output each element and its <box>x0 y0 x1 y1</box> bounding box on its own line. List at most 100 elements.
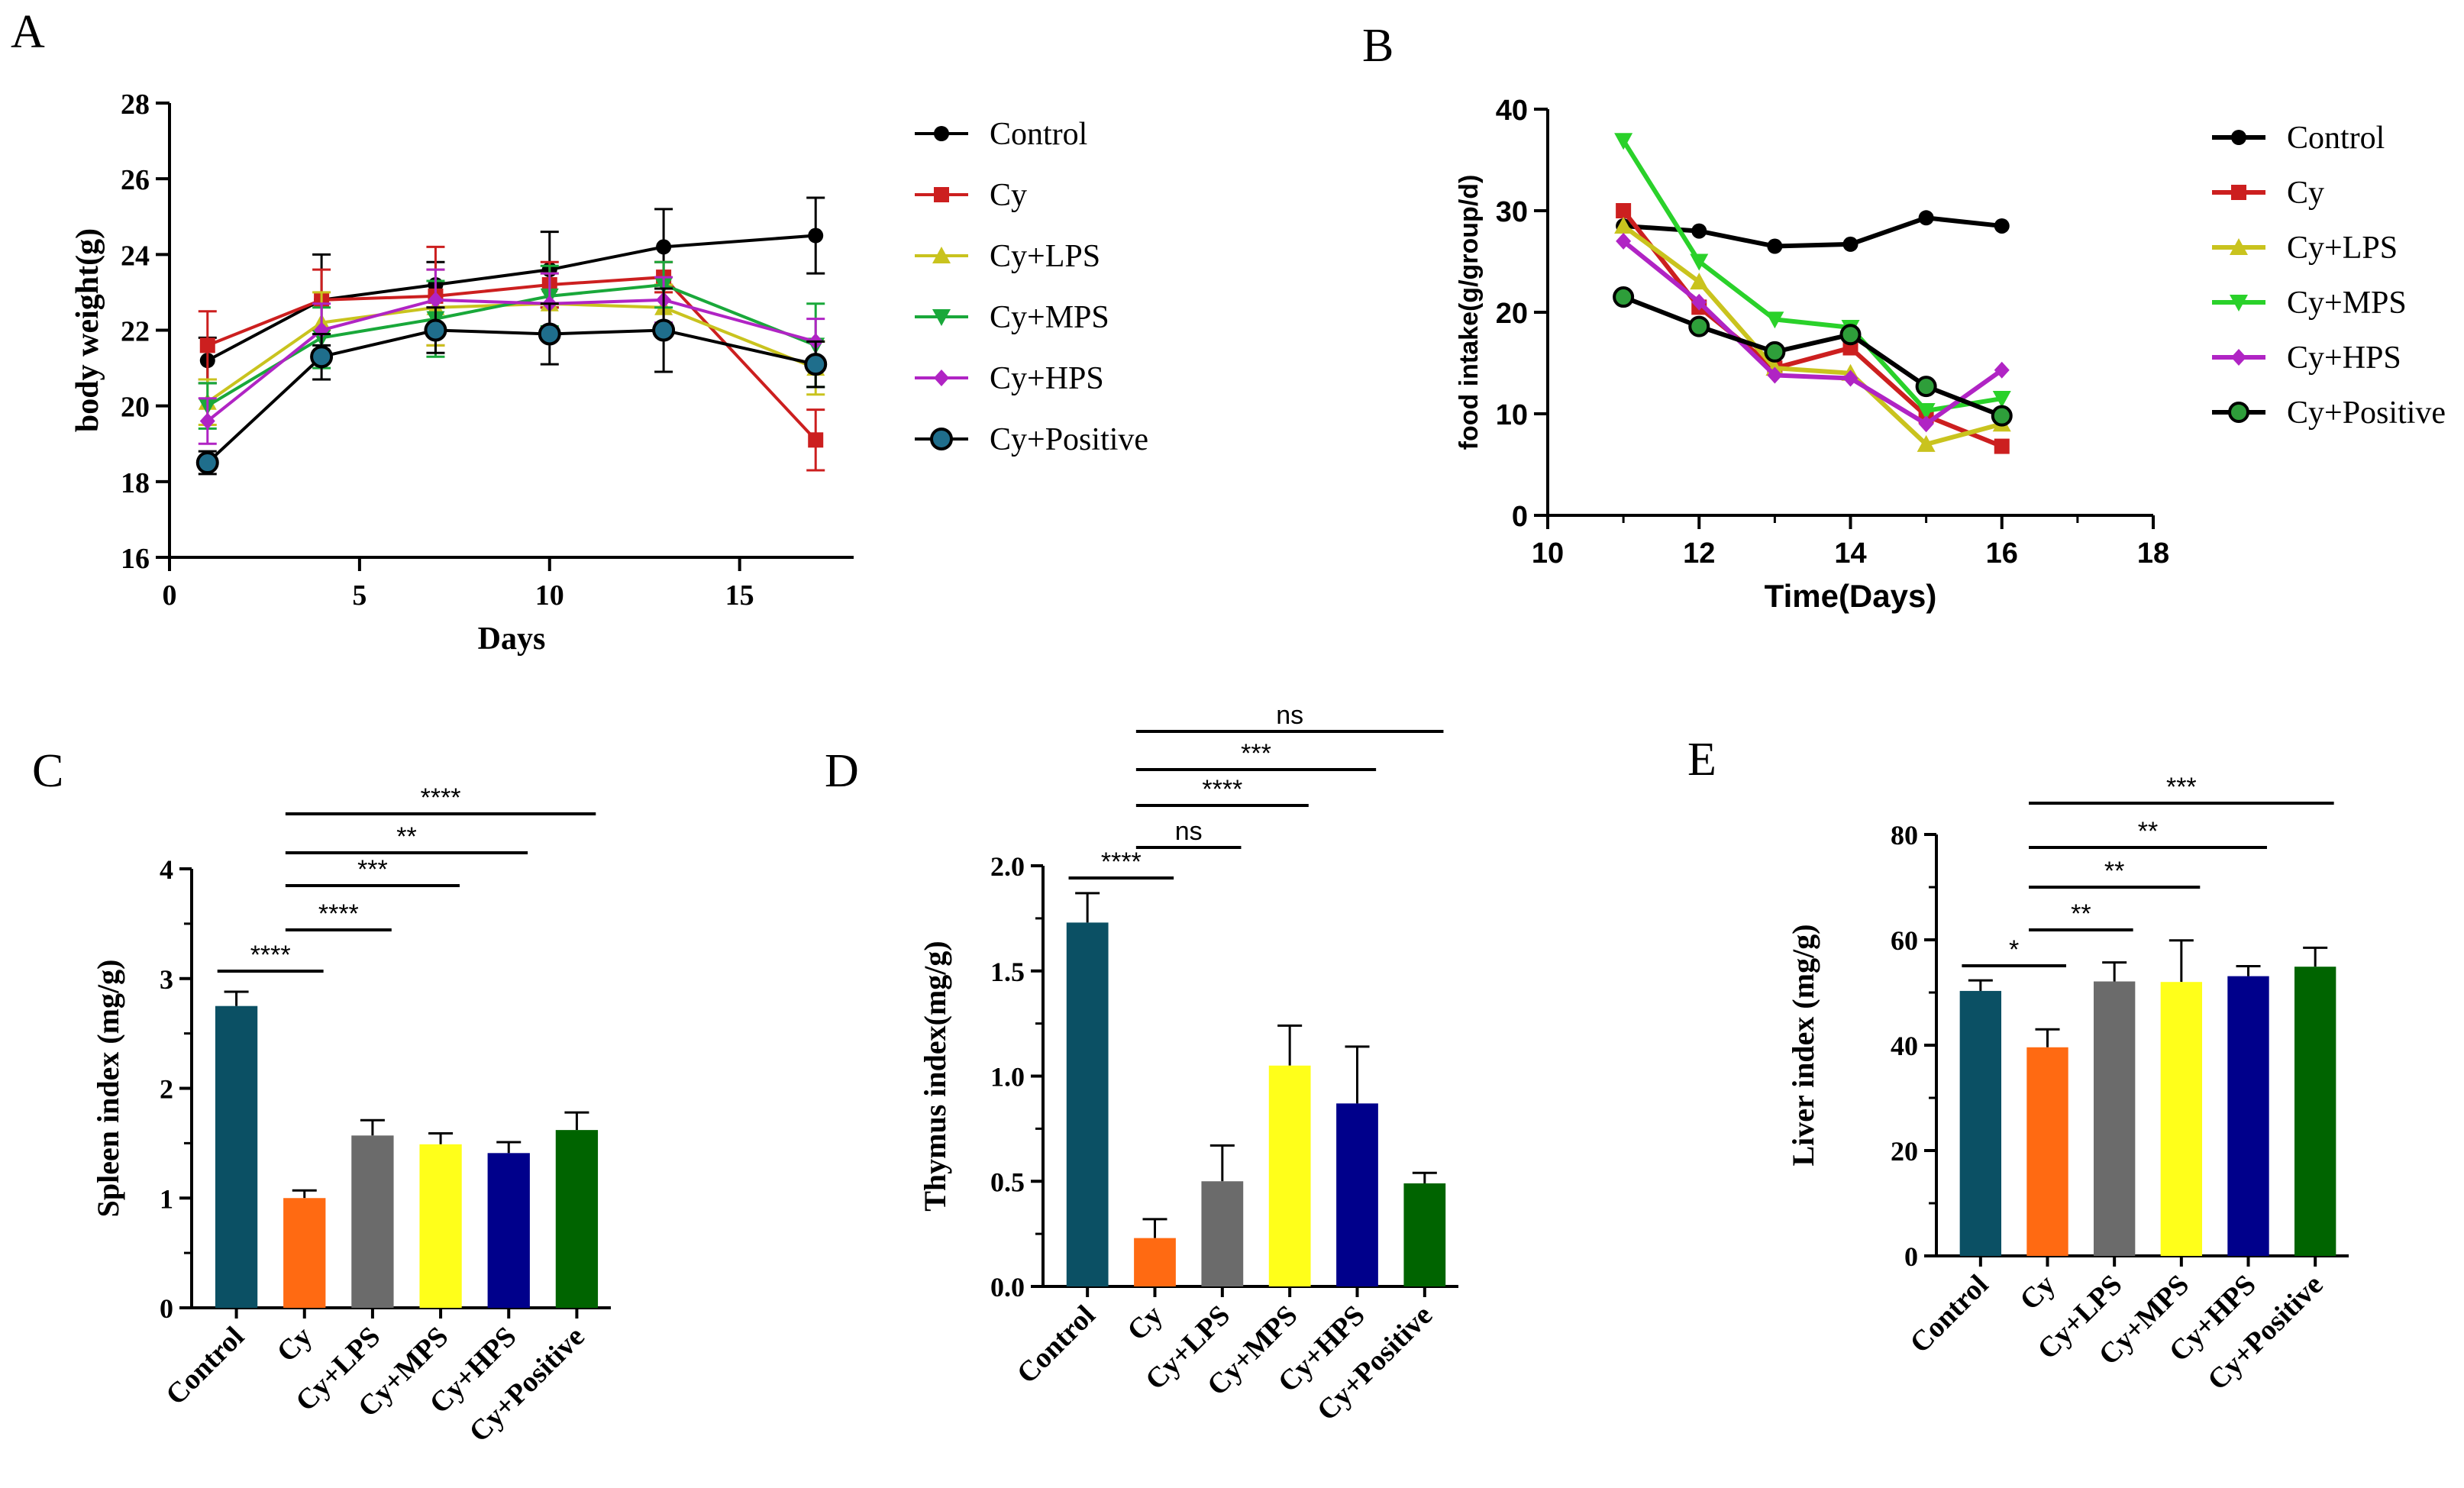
legend-label: Cy <box>2287 176 2324 211</box>
y-axis-label: food intake(g/group/d) <box>1455 175 1484 450</box>
bar-cy-positive <box>555 1130 599 1308</box>
legend-swatch-marker <box>2231 349 2246 366</box>
bar-cy-lps <box>2093 981 2136 1256</box>
legend-label: Cy+LPS <box>990 239 1100 274</box>
x-tick-label: Control <box>160 1321 250 1412</box>
x-axis-label: Days <box>478 621 546 657</box>
y-tick-label: 1.5 <box>990 957 1025 987</box>
significance-label: ns <box>1175 817 1203 846</box>
data-point <box>538 322 561 346</box>
series-line-cy-hps <box>1622 239 2004 427</box>
panel-a-body-weight-chart: A 16 18 20 22 24 26 28 0 5 10 15 Days body weight(g) C… <box>11 6 1148 657</box>
significance-label: ** <box>396 822 416 851</box>
series-line-cy-hps <box>206 298 816 423</box>
y-tick-label: 20 <box>121 392 150 424</box>
bar-cy <box>1134 1238 1176 1286</box>
data-point <box>1994 361 2010 379</box>
panel-letter: B <box>1362 20 1393 72</box>
data-point <box>1767 238 1783 254</box>
legend-swatch-marker <box>934 187 949 202</box>
series-line-cy <box>207 276 817 441</box>
significance-label: * <box>2009 935 2019 964</box>
legend-swatch-marker <box>2230 295 2248 311</box>
x-tick-label: 12 <box>1683 537 1715 570</box>
data-point <box>1765 311 1784 329</box>
data-point <box>1616 203 1632 218</box>
data-point <box>1915 376 1937 398</box>
series-line-cy-lps <box>1622 224 2003 447</box>
y-tick-label: 1.0 <box>990 1062 1025 1093</box>
data-point <box>1918 210 1934 226</box>
panel-letter: A <box>11 6 45 58</box>
bar-cy-hps <box>487 1153 530 1308</box>
y-tick-label: 18 <box>121 467 150 499</box>
legend-label: Cy+Positive <box>990 422 1148 457</box>
x-tick-label: 14 <box>1834 537 1866 570</box>
legend-label: Cy <box>990 178 1027 213</box>
legend-label: Control <box>990 117 1087 152</box>
significance-label: *** <box>1241 739 1271 768</box>
y-tick-label: 0.0 <box>990 1272 1025 1302</box>
bar-cy-mps <box>1268 1065 1311 1286</box>
y-tick-label: 0 <box>1904 1241 1918 1272</box>
series-line-cy-mps <box>1621 139 2003 414</box>
data-point <box>804 353 828 376</box>
legend-label: Cy+MPS <box>990 300 1109 335</box>
legend-label: Cy+HPS <box>990 361 1104 396</box>
significance-label: ns <box>1276 701 1303 730</box>
legend-label: Cy+MPS <box>2287 286 2407 321</box>
y-axis-label: Thymus index(mg/g) <box>918 941 952 1212</box>
significance-label: **** <box>318 899 359 928</box>
y-tick-label: 28 <box>121 89 150 121</box>
bar-cy-lps <box>1201 1181 1244 1286</box>
series-line-cy-mps <box>206 282 816 408</box>
y-axis-label: Spleen index (mg/g) <box>91 960 125 1218</box>
y-tick-label: 40 <box>1891 1031 1918 1061</box>
significance-label: *** <box>2166 773 2197 802</box>
y-tick-label: 16 <box>121 543 150 575</box>
x-tick-label: 10 <box>535 579 564 612</box>
data-point <box>428 291 444 308</box>
bar-cy <box>2026 1047 2068 1256</box>
data-point <box>1614 216 1633 234</box>
data-point <box>1839 324 1862 346</box>
significance-label: ** <box>2104 857 2124 886</box>
legend-label: Cy+LPS <box>2287 231 2398 266</box>
data-point <box>1690 273 1709 290</box>
legend-swatch-marker <box>934 126 949 141</box>
y-tick-label: 10 <box>1496 399 1528 431</box>
x-tick-label: Control <box>1904 1269 1994 1360</box>
data-point <box>199 337 215 353</box>
data-point <box>808 432 824 448</box>
y-tick-label: 0.5 <box>990 1167 1025 1197</box>
data-point <box>1917 434 1936 452</box>
significance-label: **** <box>421 783 461 812</box>
x-tick-label: 10 <box>1532 537 1564 570</box>
y-tick-label: 80 <box>1891 820 1918 851</box>
x-tick-label: Cy <box>2014 1269 2062 1317</box>
bar-control <box>215 1005 258 1308</box>
y-tick-label: 3 <box>160 964 173 995</box>
bar-cy-mps <box>2160 982 2203 1256</box>
y-tick-label: 0 <box>160 1293 173 1324</box>
y-tick-label: 30 <box>1496 196 1528 228</box>
y-tick-label: 4 <box>160 854 173 885</box>
bar-cy-hps <box>2227 976 2269 1256</box>
series-line-control <box>1623 215 2003 249</box>
x-tick-label: 15 <box>725 579 754 612</box>
data-point <box>1691 223 1707 239</box>
data-point <box>1614 133 1633 150</box>
data-point <box>1842 236 1858 252</box>
significance-label: **** <box>250 941 291 970</box>
x-tick-label: Control <box>1011 1299 1102 1390</box>
data-point <box>656 239 672 255</box>
data-point <box>1691 293 1707 311</box>
data-point <box>1992 391 2011 408</box>
significance-label: ** <box>2071 899 2091 928</box>
series-line-cy-positive <box>1623 295 2003 418</box>
legend-label: Cy+HPS <box>2287 341 2401 376</box>
data-point <box>1917 403 1936 421</box>
data-point <box>1994 438 2010 454</box>
legend-swatch-marker <box>2231 130 2246 145</box>
